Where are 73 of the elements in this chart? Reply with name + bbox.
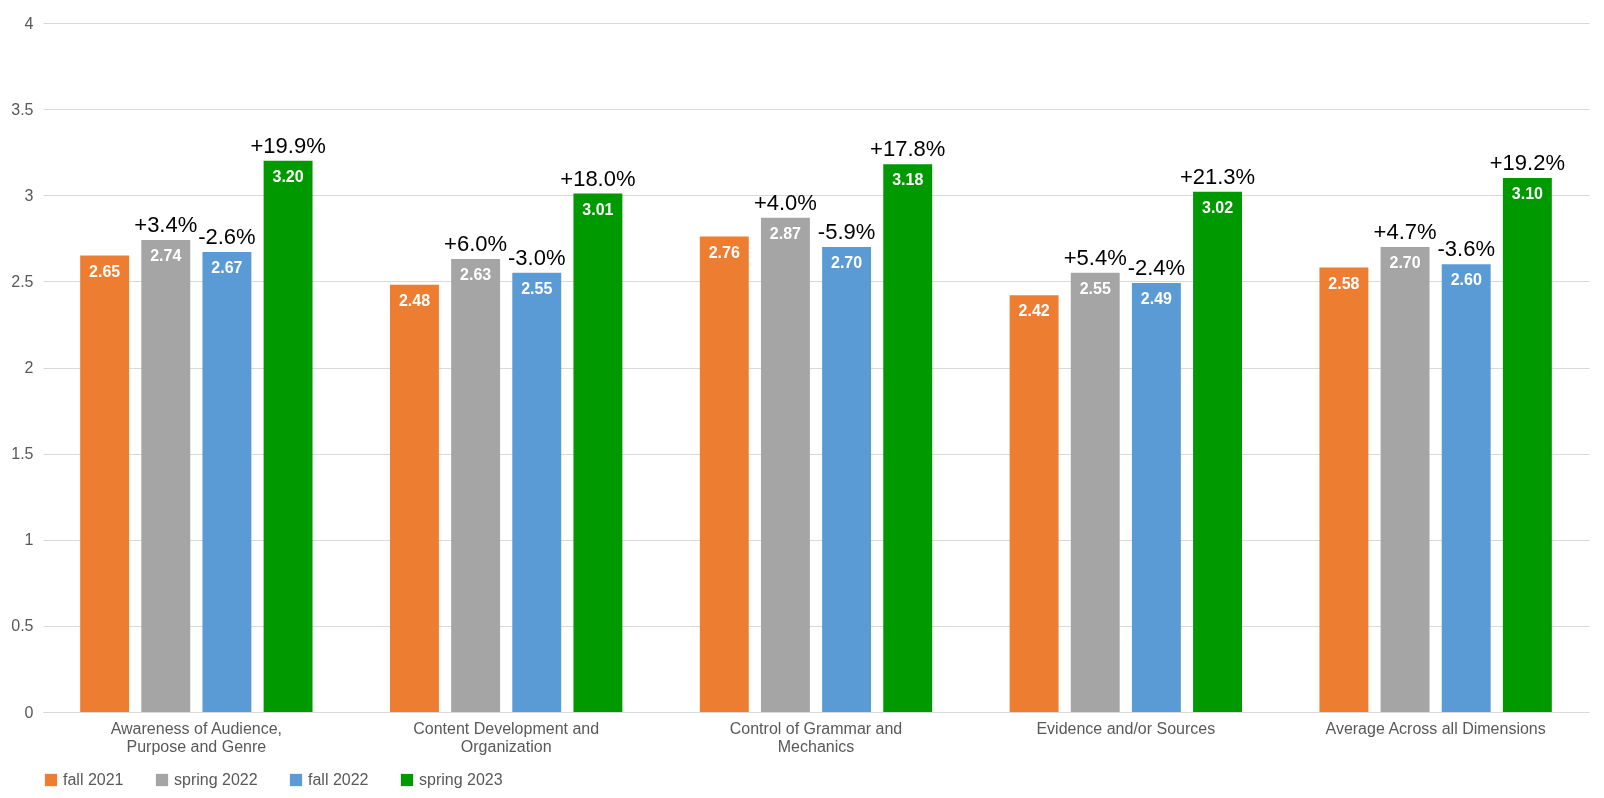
bar xyxy=(141,240,191,712)
x-tick-label: Evidence and/or Sources xyxy=(1036,719,1216,737)
y-tick-label: 4 xyxy=(24,14,34,32)
data-label: 2.55 xyxy=(1079,279,1111,297)
bar xyxy=(1441,264,1491,712)
data-label: 2.49 xyxy=(1140,290,1173,308)
annotation: +17.8% xyxy=(870,136,946,162)
x-tick-label: Awareness of Audience, Purpose and Genre xyxy=(110,719,283,755)
data-label: 2.55 xyxy=(521,279,553,297)
data-label: 2.65 xyxy=(89,262,121,280)
data-label: 3.18 xyxy=(892,171,924,189)
bar xyxy=(390,284,439,712)
legend-label: spring 2023 xyxy=(419,771,503,788)
annotation: -3.6% xyxy=(1437,236,1495,262)
y-tick-label: 2.5 xyxy=(11,272,34,290)
annotation: +6.0% xyxy=(444,230,508,256)
bar xyxy=(1131,283,1181,712)
data-label: 3.01 xyxy=(582,200,614,218)
y-tick-label: 0 xyxy=(24,703,34,721)
legend-label: fall 2021 xyxy=(63,771,124,788)
bar xyxy=(512,272,562,712)
data-label: 2.67 xyxy=(211,259,243,277)
y-tick-label: 2 xyxy=(24,359,34,376)
x-tick-label: Content Development and Organization xyxy=(413,719,600,755)
bar xyxy=(822,246,872,712)
legend-label: fall 2022 xyxy=(308,771,369,788)
data-label: 2.74 xyxy=(150,247,182,265)
data-label: 3.20 xyxy=(272,167,304,185)
y-tick-label: 0.5 xyxy=(11,617,34,635)
data-label: 2.58 xyxy=(1328,274,1360,292)
legend-label: spring 2022 xyxy=(174,771,258,788)
data-label: 2.60 xyxy=(1450,271,1482,289)
bar xyxy=(1319,267,1369,712)
annotation: +4.7% xyxy=(1373,218,1437,244)
annotation: +19.9% xyxy=(250,132,326,158)
annotation: -5.9% xyxy=(817,218,876,244)
bar xyxy=(80,255,130,712)
bar xyxy=(202,252,252,712)
annotation: -2.4% xyxy=(1127,255,1186,281)
data-label: 3.10 xyxy=(1511,185,1544,203)
data-label: 2.42 xyxy=(1018,302,1050,320)
annotation: +19.2% xyxy=(1489,150,1565,176)
bar xyxy=(1070,272,1120,712)
annotation: -3.0% xyxy=(508,244,566,270)
bar xyxy=(263,160,313,712)
y-tick-label: 1.5 xyxy=(11,445,34,463)
y-tick-label: 3.5 xyxy=(11,100,34,118)
bar xyxy=(1009,295,1059,712)
bar xyxy=(760,217,810,712)
data-label: 2.48 xyxy=(398,291,431,309)
annotation: -2.6% xyxy=(198,224,256,250)
data-label: 2.76 xyxy=(708,243,740,261)
annotation: +21.3% xyxy=(1179,163,1256,189)
annotation: +3.4% xyxy=(134,212,198,238)
y-tick-label: 3 xyxy=(24,186,34,204)
data-label: 2.87 xyxy=(769,224,802,242)
bar xyxy=(1502,178,1552,712)
data-label: 3.02 xyxy=(1201,198,1234,216)
annotation: +18.0% xyxy=(560,165,636,191)
bar xyxy=(699,236,749,712)
annotation: +4.0% xyxy=(753,189,817,215)
bar xyxy=(573,193,623,712)
data-label: 2.70 xyxy=(831,253,863,271)
x-tick-label: Control of Grammar and Mechanics xyxy=(729,719,903,755)
data-label: 2.63 xyxy=(460,265,492,283)
bar xyxy=(883,164,933,712)
data-label: 2.70 xyxy=(1389,253,1421,271)
annotation: +5.4% xyxy=(1063,244,1127,270)
x-tick-label: Average Across all Dimensions xyxy=(1325,719,1546,737)
bar xyxy=(1380,246,1430,712)
bar xyxy=(451,258,501,712)
bar xyxy=(1193,191,1242,712)
y-tick-label: 1 xyxy=(24,531,34,549)
